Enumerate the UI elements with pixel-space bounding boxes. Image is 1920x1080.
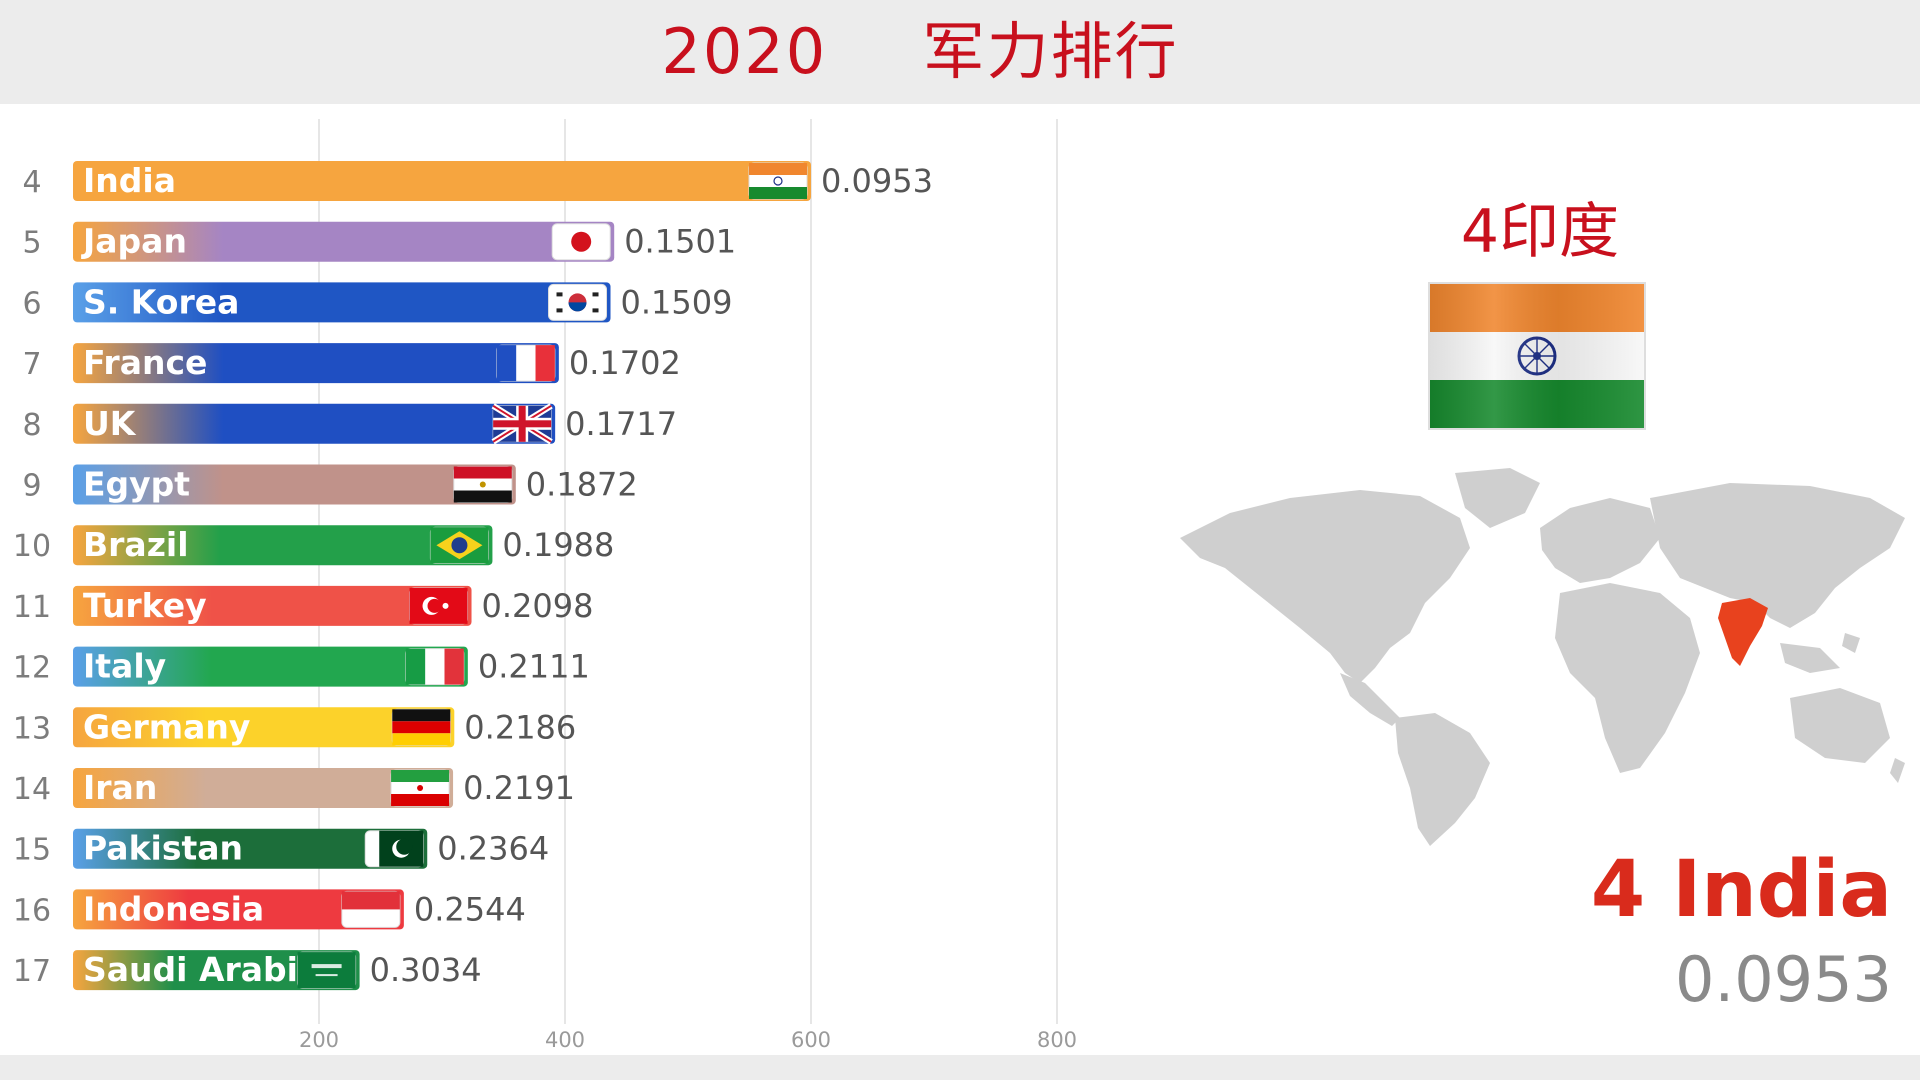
bar <box>73 221 615 262</box>
bar-value-label: 0.1872 <box>526 466 638 504</box>
featured-value: 0.0953 <box>1675 943 1892 1016</box>
bar-value-label: 0.3034 <box>370 951 482 989</box>
bar-value-label: 0.1509 <box>621 283 733 321</box>
rank-label: 17 <box>13 954 51 989</box>
pakistan-flag-icon <box>364 830 424 868</box>
bar-name-label: Germany <box>83 707 250 746</box>
bar-name-label: India <box>83 161 176 200</box>
rank-label: 7 <box>22 347 41 382</box>
rank-label: 6 <box>22 286 41 321</box>
bar <box>73 161 811 201</box>
bar-value-label: 0.1717 <box>565 405 677 443</box>
japan-flag-icon <box>551 223 611 261</box>
brazil-flag-icon <box>429 526 489 564</box>
rank-label: 8 <box>22 408 41 443</box>
bar-value-label: 0.1702 <box>569 344 681 382</box>
page-title: 2020 军力排行 <box>661 15 1179 88</box>
bar <box>73 889 404 930</box>
bar-value-label: 0.2364 <box>437 830 549 868</box>
bar-name-label: Japan <box>81 222 187 261</box>
bar-name-label: Pakistan <box>83 829 243 868</box>
bar-name-label: Egypt <box>83 465 190 504</box>
bar <box>73 525 493 566</box>
korea-flag-icon <box>548 283 608 321</box>
bar <box>73 828 428 869</box>
bar-name-label: France <box>83 343 207 382</box>
bar-name-label: S. Korea <box>83 282 239 321</box>
saudi-flag-icon <box>297 951 357 989</box>
india-flag-icon <box>748 162 808 200</box>
bar-name-label: Indonesia <box>83 889 264 928</box>
germany-flag-icon <box>391 708 451 746</box>
featured-rank-cn: 4印度 <box>1460 197 1620 267</box>
bar <box>73 646 468 687</box>
uk-flag-icon <box>491 403 553 445</box>
bottom-band <box>0 1055 1920 1080</box>
rank-label: 12 <box>13 651 51 686</box>
rank-label: 16 <box>13 893 51 928</box>
turkey-flag-icon <box>409 587 469 625</box>
x-tick-label: 800 <box>1037 1028 1077 1052</box>
iran-flag-icon <box>390 769 450 807</box>
bar-value-label: 0.2111 <box>478 648 590 686</box>
bar-value-label: 0.0953 <box>821 162 933 200</box>
bar-name-label: Saudi Arabia <box>83 950 320 989</box>
rank-label: 9 <box>22 469 41 504</box>
bar <box>73 282 611 323</box>
bar-name-label: UK <box>83 404 137 443</box>
world-map-icon <box>1180 468 1905 846</box>
bar <box>73 585 472 626</box>
bar-name-label: Iran <box>83 768 157 807</box>
rank-label: 11 <box>13 590 51 625</box>
rank-label: 13 <box>13 711 51 746</box>
bar-name-label: Italy <box>83 647 166 686</box>
bar <box>73 343 559 384</box>
bar <box>73 464 516 505</box>
bar <box>73 707 455 748</box>
france-flag-icon <box>496 344 556 382</box>
bar-value-label: 0.1501 <box>624 223 736 261</box>
bar-value-label: 0.1988 <box>502 526 614 564</box>
x-tick-label: 600 <box>791 1028 831 1052</box>
x-tick-label: 200 <box>299 1028 339 1052</box>
featured-rank-en: 4 India <box>1590 845 1892 935</box>
bar <box>73 403 556 444</box>
bar-value-label: 0.2186 <box>464 708 576 746</box>
bar-name-label: Brazil <box>83 525 189 564</box>
rank-label: 14 <box>13 772 51 807</box>
bar-name-label: Turkey <box>83 586 207 625</box>
bar-value-label: 0.2544 <box>414 890 526 928</box>
bar <box>73 768 454 808</box>
bar-value-label: 0.2098 <box>482 587 594 625</box>
bar-chart: 2004006008001,0001,2001,4004India0.09535… <box>13 119 1077 1052</box>
bar-value-label: 0.2191 <box>463 769 575 807</box>
india-flag-icon <box>1430 284 1644 428</box>
rank-label: 15 <box>13 833 51 868</box>
x-tick-label: 400 <box>545 1028 585 1052</box>
title-band <box>0 0 1920 104</box>
bar <box>73 950 360 991</box>
indonesia-flag-icon <box>341 890 401 928</box>
rank-label: 5 <box>22 226 41 261</box>
rank-label: 4 <box>22 165 41 200</box>
italy-flag-icon <box>405 648 465 686</box>
rank-label: 10 <box>13 529 51 564</box>
egypt-flag-icon <box>453 466 513 503</box>
